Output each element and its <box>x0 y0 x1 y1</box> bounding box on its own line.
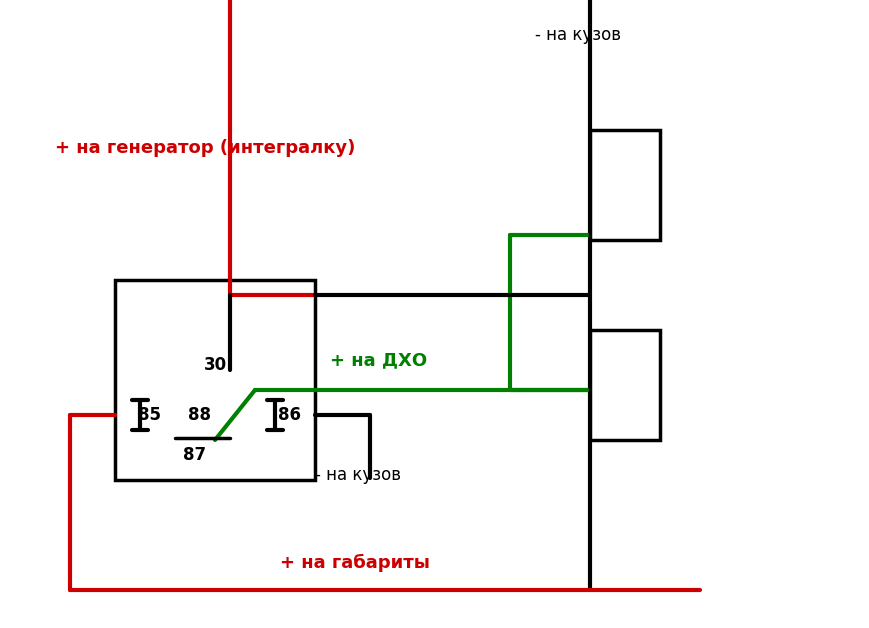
Text: - на кузов: - на кузов <box>534 26 620 44</box>
Text: 85: 85 <box>138 406 162 424</box>
Text: 86: 86 <box>278 406 302 424</box>
Text: 87: 87 <box>183 446 206 464</box>
Text: + на генератор (интегралку): + на генератор (интегралку) <box>55 139 355 157</box>
Bar <box>115 280 315 480</box>
Text: + на габариты: + на габариты <box>280 554 429 572</box>
Bar <box>589 330 660 440</box>
Text: 88: 88 <box>189 406 211 424</box>
Text: - на кузов: - на кузов <box>315 466 401 484</box>
Text: 30: 30 <box>203 356 226 374</box>
Text: + на ДХО: + на ДХО <box>329 351 427 369</box>
Bar <box>589 130 660 240</box>
